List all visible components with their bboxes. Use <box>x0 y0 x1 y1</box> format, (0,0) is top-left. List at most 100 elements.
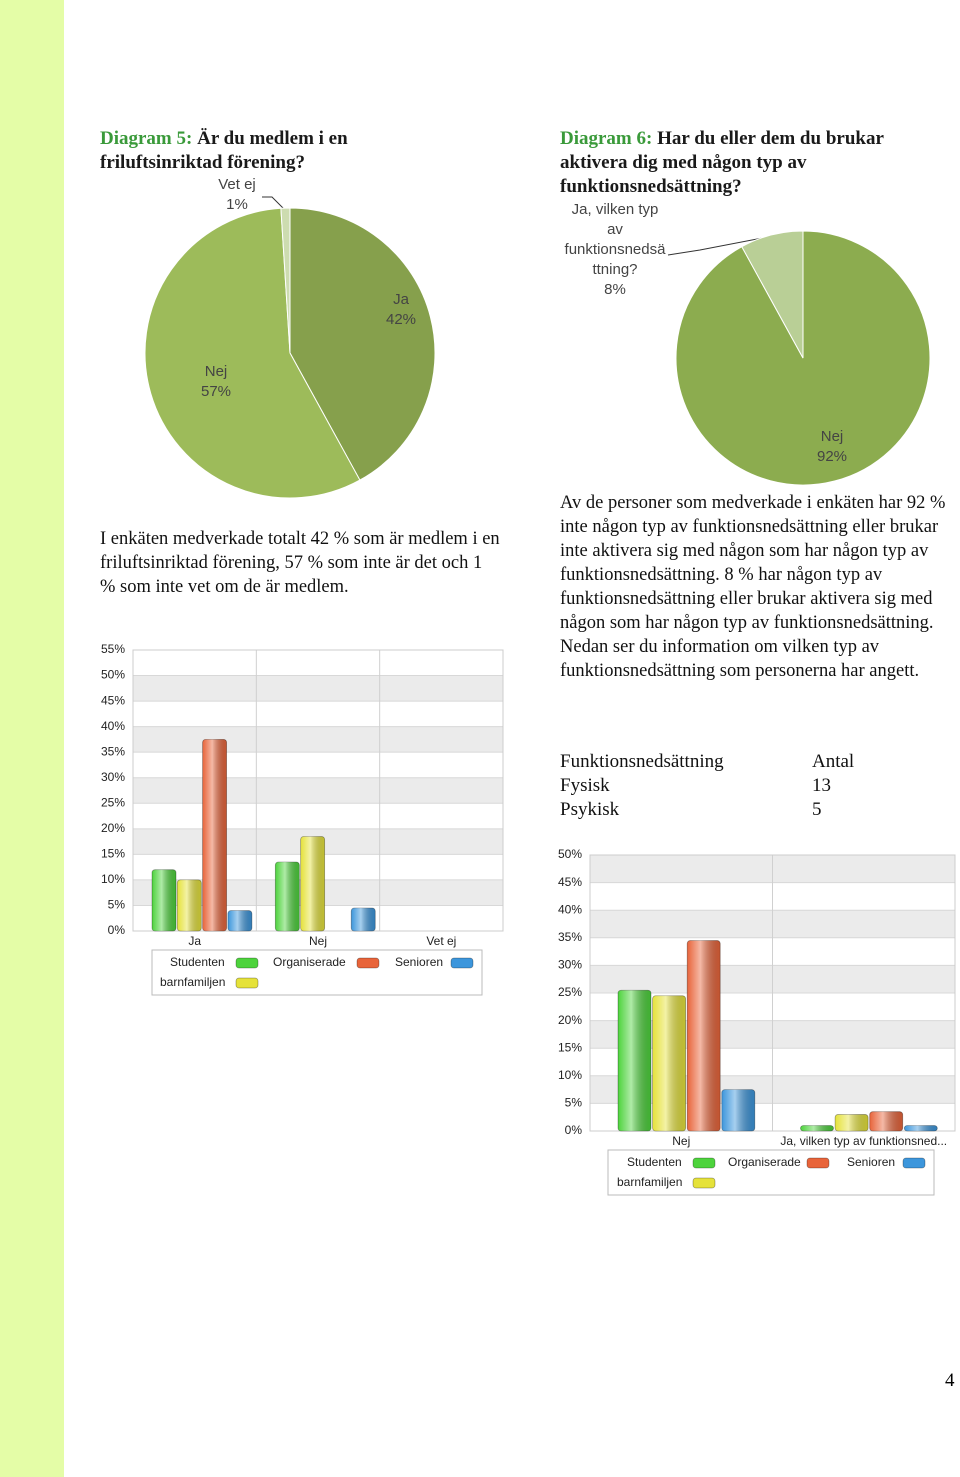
y-tick-label: 25% <box>101 795 125 809</box>
grid-band <box>133 726 503 753</box>
bar-shine <box>152 869 176 931</box>
y-tick-label: 30% <box>558 958 582 972</box>
table-header: Antal <box>812 751 855 772</box>
leader-line <box>667 235 774 256</box>
legend-label: Senioren <box>395 955 443 969</box>
page-number: 4 <box>945 1370 955 1391</box>
diagram-question: Har du eller dem du brukar aktivera dig … <box>560 128 884 197</box>
pie-label: Nej 92% <box>802 427 862 467</box>
y-tick-label: 25% <box>558 985 582 999</box>
grid-band <box>133 675 503 702</box>
grid-band <box>133 752 503 778</box>
pie-slice <box>280 207 291 354</box>
legend-swatch <box>356 957 380 969</box>
y-tick-label: 45% <box>101 693 125 707</box>
x-tick-label: Ja <box>188 934 201 948</box>
diagram-number: Diagram 5: <box>100 128 193 149</box>
diagram-title: Diagram 6: Har du eller dem du brukar ak… <box>560 127 930 199</box>
y-tick-label: 35% <box>558 930 582 944</box>
legend-swatch <box>692 1157 716 1169</box>
side-strip <box>0 0 64 1477</box>
bar-shine <box>275 862 300 931</box>
x-tick-label: Nej <box>672 1134 690 1148</box>
y-tick-label: 5% <box>108 898 126 912</box>
bar-shine <box>721 1089 755 1131</box>
slice-value: 8% <box>604 281 626 298</box>
table-header: Funktionsnedsättning <box>560 751 724 772</box>
legend-swatch <box>902 1157 926 1169</box>
legend-box <box>151 949 483 996</box>
leader-line <box>262 196 286 211</box>
pie-slice <box>144 207 361 499</box>
legend-label: barnfamiljen <box>160 975 225 989</box>
y-tick-label: 50% <box>101 668 125 682</box>
y-tick-label: 0% <box>565 1123 583 1137</box>
legend-label: Studenten <box>627 1155 682 1169</box>
table-cell: 13 <box>812 775 831 796</box>
legend-swatch <box>450 957 474 969</box>
legend-swatch <box>235 977 259 989</box>
slice-name: Nej <box>204 363 228 380</box>
bar-shine <box>618 990 651 1131</box>
bar-shine <box>177 879 202 931</box>
slice-value: 42% <box>385 311 417 328</box>
table-cell: Psykisk <box>560 799 620 820</box>
y-tick-label: 0% <box>108 923 126 937</box>
y-tick-label: 10% <box>101 872 125 886</box>
slice-value: 92% <box>816 448 848 465</box>
y-tick-label: 50% <box>558 847 582 861</box>
bar-shine <box>652 995 686 1131</box>
legend-label: Organiserade <box>273 955 346 969</box>
bar-shine <box>300 836 325 931</box>
legend-label: Senioren <box>847 1155 895 1169</box>
bar-shine <box>227 910 252 931</box>
slice-name: Nej <box>820 428 844 445</box>
x-tick-label: Nej <box>309 934 327 948</box>
pie-slice <box>741 230 804 359</box>
y-tick-label: 40% <box>101 719 125 733</box>
pie-label: Ja 42% <box>371 290 431 330</box>
legend-swatch <box>235 957 259 969</box>
legend-swatch <box>806 1157 830 1169</box>
grid-band <box>133 777 503 804</box>
slice-name: Ja <box>393 291 409 308</box>
legend-label: Studenten <box>170 955 225 969</box>
y-tick-label: 15% <box>558 1040 582 1054</box>
bar-shine <box>800 1125 834 1131</box>
slice-name: Ja, vilken typ av funktionsnedsättning? <box>564 201 666 278</box>
legend-label: Organiserade <box>728 1155 801 1169</box>
y-tick-label: 15% <box>101 847 125 861</box>
bar-shine <box>202 739 227 931</box>
paragraph: I enkäten medverkade totalt 42 % som är … <box>100 529 500 597</box>
legend-box <box>607 1149 935 1196</box>
y-tick-label: 20% <box>101 821 125 835</box>
pie-slice <box>289 207 436 481</box>
bar-shine <box>835 1114 869 1131</box>
table-cell: Fysisk <box>560 775 610 796</box>
pie-label: Ja, vilken typ av funktionsnedsättning? 8… <box>563 200 668 300</box>
x-tick-label: Ja, vilken typ av funktionsned... <box>780 1134 947 1148</box>
x-tick-label: Vet ej <box>426 934 456 948</box>
legend-label: barnfamiljen <box>617 1175 682 1189</box>
plot-frame <box>589 854 956 1132</box>
diagram-title: Diagram 5: Är du medlem i en friluftsinr… <box>100 127 390 175</box>
y-tick-label: 55% <box>101 642 125 656</box>
slice-value: 57% <box>200 383 232 400</box>
y-tick-label: 30% <box>101 770 125 784</box>
table-cell: 5 <box>812 799 822 820</box>
bar-shine <box>687 940 721 1131</box>
slice-value: 1% <box>226 196 248 213</box>
diagram-question: Är du medlem i en friluftsinriktad fören… <box>100 128 348 173</box>
y-tick-label: 10% <box>558 1068 582 1082</box>
paragraph: Av de personer som medverkade i enkäten … <box>560 493 946 681</box>
y-tick-label: 35% <box>101 744 125 758</box>
y-tick-label: 20% <box>558 1013 582 1027</box>
grid-band <box>133 650 503 676</box>
pie-label: Vet ej 1% <box>207 175 267 215</box>
bar-shine <box>904 1125 938 1131</box>
bar-shine <box>869 1111 903 1131</box>
grid-band <box>133 803 503 829</box>
bar-shine <box>351 908 376 931</box>
